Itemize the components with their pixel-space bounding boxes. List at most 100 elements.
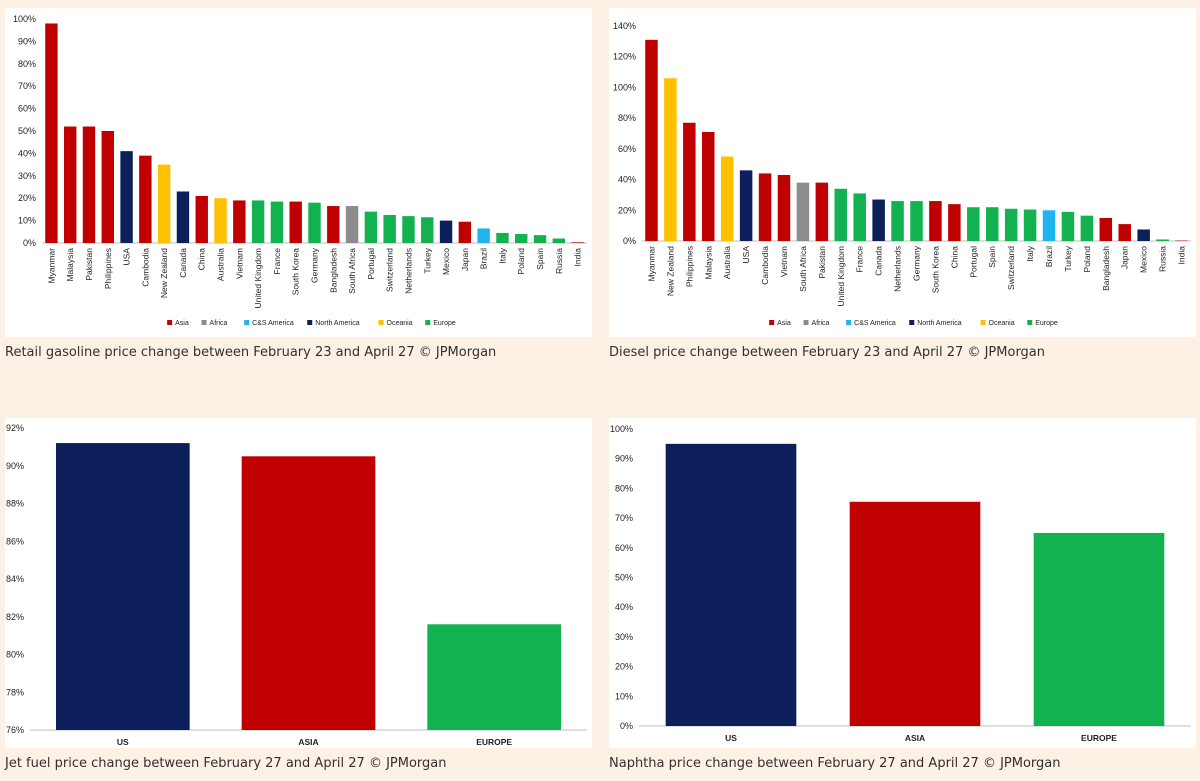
bar-italy (496, 232, 509, 243)
x-tick-label-asia: ASIA (298, 737, 318, 747)
x-tick-label-pakistan: Pakistan (84, 248, 94, 281)
x-tick-label-malaysia: Malaysia (65, 248, 75, 282)
x-tick-label-south-africa: South Africa (798, 246, 808, 292)
bar-myanmar (645, 39, 658, 241)
y-tick-label: 92% (6, 423, 24, 433)
bar-japan (1118, 224, 1131, 241)
y-tick-label: 84% (6, 574, 24, 584)
y-tick-label: 80% (18, 59, 36, 69)
x-tick-label-switzerland: Switzerland (1006, 246, 1016, 290)
x-tick-label-italy: Italy (1025, 245, 1035, 261)
bar-europe (427, 624, 562, 730)
x-tick-label-germany: Germany (912, 245, 922, 281)
bar-pakistan (82, 126, 96, 243)
bar-germany (910, 201, 923, 241)
y-tick-label: 0% (623, 236, 636, 246)
bar-united-kingdom (251, 200, 265, 243)
legend-swatch-c-s-america (244, 320, 250, 325)
bar-vietnam (777, 174, 791, 241)
bar-portugal (967, 207, 980, 241)
bar-canada (872, 199, 885, 241)
bar-netherlands (402, 216, 415, 243)
y-tick-label: 10% (18, 216, 36, 226)
bar-australia (720, 156, 734, 241)
legend-label-africa: Africa (812, 320, 830, 327)
bar-china (195, 195, 208, 243)
bar-south-africa (796, 182, 810, 241)
y-tick-label: 90% (6, 461, 24, 471)
bar-south-korea (289, 201, 302, 243)
bar-germany (308, 202, 321, 243)
x-tick-label-france: France (855, 246, 865, 273)
y-tick-label: 20% (618, 205, 636, 215)
x-tick-label-united-kingdom: United Kingdom (836, 246, 846, 306)
y-tick-label: 86% (6, 536, 24, 546)
y-tick-label: 90% (615, 454, 633, 464)
x-tick-label-china: China (949, 246, 959, 268)
x-tick-label-turkey: Turkey (422, 247, 432, 273)
y-tick-label: 100% (13, 14, 36, 24)
bar-us (55, 443, 190, 730)
x-tick-label-new-zealand: New Zealand (159, 248, 169, 298)
bar-malaysia (702, 131, 715, 241)
x-tick-label-canada: Canada (874, 246, 884, 276)
diesel-chart: 0% 20% 40% 60% 80% 100% 120% 140% Myanmar New Zea… (613, 21, 1191, 327)
y-tick-label: 40% (618, 175, 636, 185)
y-tick-label: 78% (6, 687, 24, 697)
x-tick-label-netherlands: Netherlands (893, 246, 903, 292)
y-tick-label: 50% (18, 126, 36, 136)
x-tick-label-portugal: Portugal (366, 248, 376, 280)
bar-australia (214, 198, 227, 243)
y-tick-label: 100% (613, 82, 636, 92)
y-tick-label: 60% (615, 543, 633, 553)
bar-switzerland (1004, 208, 1018, 241)
legend-label-asia: Asia (777, 320, 791, 327)
bar-canada (176, 191, 190, 243)
x-tick-label-switzerland: Switzerland (385, 248, 395, 292)
legend-label-europe: Europe (433, 320, 456, 327)
y-tick-label: 100% (610, 424, 633, 434)
bar-south-africa (345, 206, 359, 243)
bar-united-kingdom (834, 188, 848, 241)
y-tick-label: 80% (618, 113, 636, 123)
x-tick-label-india: India (573, 248, 583, 267)
y-tick-label: 40% (18, 148, 36, 158)
x-tick-label-poland: Poland (516, 248, 526, 275)
legend-label-north-america: North America (917, 320, 961, 327)
bar-pakistan (815, 182, 829, 241)
legend-swatch-europe (1027, 320, 1033, 325)
bar-france (270, 201, 284, 243)
x-tick-label-brazil: Brazil (479, 248, 489, 269)
x-tick-label-italy: Italy (497, 247, 507, 263)
bar-netherlands (891, 201, 904, 241)
legend-label-c-s-america: C&S America (854, 320, 896, 327)
jet-fuel-chart-panel: 76% 78% 80% 82% 84% 86% 88% 90% 92% US ASIA EUROPE (5, 418, 592, 748)
y-tick-label: 0% (620, 721, 633, 731)
x-tick-label-spain: Spain (535, 248, 545, 270)
x-tick-label-new-zealand: New Zealand (665, 246, 675, 296)
legend-swatch-asia (769, 320, 775, 325)
x-tick-label-cambodia: Cambodia (140, 248, 150, 287)
x-tick-label-usa: USA (741, 246, 751, 264)
y-tick-label: 10% (615, 691, 633, 701)
x-tick-label-turkey: Turkey (1063, 245, 1073, 271)
bar-turkey (421, 217, 434, 243)
legend-label-europe: Europe (1035, 320, 1058, 327)
legend-label-africa: Africa (210, 320, 228, 327)
x-tick-label-france: France (272, 248, 282, 275)
y-tick-label: 20% (18, 193, 36, 203)
bar-cambodia (139, 155, 152, 243)
legend-label-oceania: Oceania (387, 320, 413, 327)
gasoline-caption: Retail gasoline price change between Feb… (5, 345, 497, 360)
x-tick-label-brazil: Brazil (1044, 246, 1054, 267)
y-tick-label: 140% (613, 21, 636, 31)
x-tick-label-us: US (725, 733, 737, 743)
x-tick-label-netherlands: Netherlands (403, 248, 413, 294)
x-tick-label-bangladesh: Bangladesh (1101, 246, 1111, 291)
bar-china (948, 204, 961, 241)
bar-russia (1156, 239, 1169, 241)
legend-swatch-c-s-america (846, 320, 852, 325)
bar-turkey (1061, 211, 1075, 241)
x-tick-label-japan: Japan (460, 248, 470, 271)
y-tick-label: 76% (6, 725, 24, 735)
